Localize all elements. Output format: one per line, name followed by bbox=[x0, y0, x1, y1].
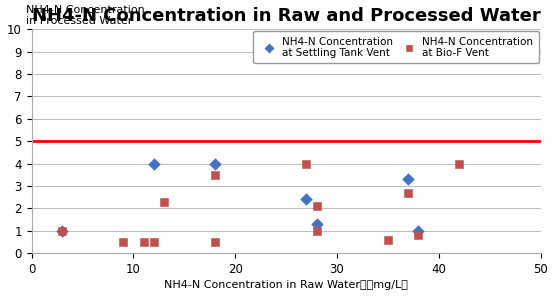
Point bbox=[455, 161, 463, 166]
Point bbox=[210, 173, 219, 177]
Point bbox=[312, 222, 321, 226]
Point bbox=[159, 199, 168, 204]
Point bbox=[139, 240, 148, 244]
Point bbox=[58, 228, 67, 233]
Point bbox=[384, 237, 392, 242]
Legend: NH4-N Concentration
at Settling Tank Vent, NH4-N Concentration
at Bio-F Vent: NH4-N Concentration at Settling Tank Ven… bbox=[253, 31, 538, 63]
Point bbox=[414, 228, 423, 233]
Text: NH4-N Concentration
in Processed Water: NH4-N Concentration in Processed Water bbox=[26, 5, 145, 26]
Point bbox=[149, 240, 158, 244]
Point bbox=[404, 177, 413, 182]
Point bbox=[119, 240, 128, 244]
Point bbox=[312, 228, 321, 233]
X-axis label: NH4-N Concentration in Raw Water　（mg/L）: NH4-N Concentration in Raw Water （mg/L） bbox=[164, 280, 408, 290]
Point bbox=[414, 233, 423, 238]
Point bbox=[404, 190, 413, 195]
Point bbox=[210, 240, 219, 244]
Point bbox=[302, 197, 311, 202]
Point bbox=[149, 161, 158, 166]
Point bbox=[58, 228, 67, 233]
Point bbox=[210, 161, 219, 166]
Point bbox=[312, 204, 321, 208]
Title: NH4-N Concentration in Raw and Processed Water: NH4-N Concentration in Raw and Processed… bbox=[32, 7, 541, 25]
Point bbox=[302, 161, 311, 166]
